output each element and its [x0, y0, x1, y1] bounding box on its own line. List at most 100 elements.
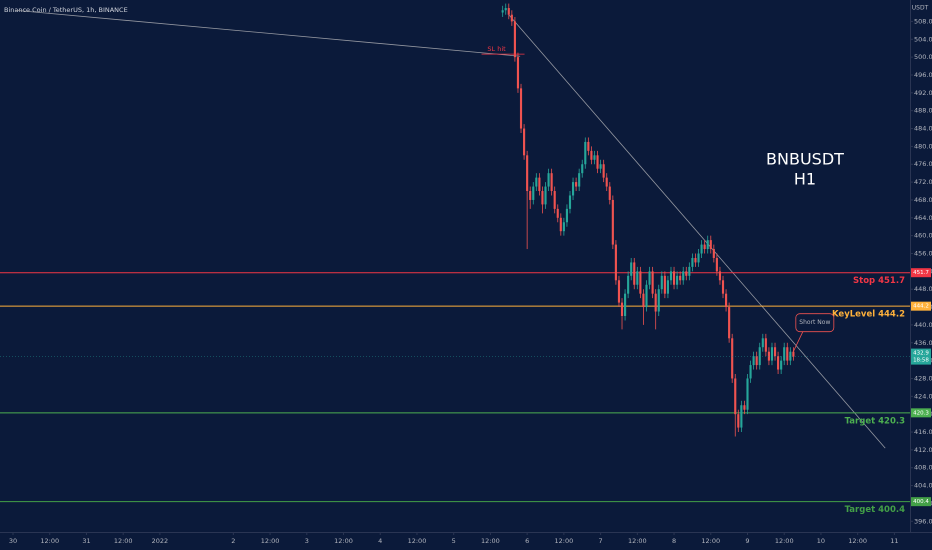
candle-body: [620, 302, 624, 316]
candle-body: [783, 347, 786, 361]
candle-body: [504, 8, 507, 11]
candle-body: [565, 208, 569, 223]
candle-body: [682, 271, 685, 281]
candle-body: [718, 271, 722, 281]
candle-body: [731, 338, 734, 379]
candle-body: [657, 289, 660, 312]
level-label: KeyLevel 444.2: [832, 310, 905, 320]
x-tick-label: 12:00: [628, 537, 647, 545]
y-tick-label: 472.0: [914, 178, 932, 186]
candle-body: [749, 365, 752, 379]
x-tick-label: 5: [452, 537, 456, 545]
candle-body: [773, 347, 777, 357]
x-tick-label: 12:00: [114, 537, 133, 545]
candle-body: [578, 173, 581, 187]
level-badge: [911, 408, 931, 418]
candle-body: [672, 271, 676, 285]
candle-body: [501, 10, 504, 13]
candle-body: [627, 275, 630, 294]
x-tick-label: 10: [817, 537, 825, 545]
candle-body: [553, 191, 556, 209]
candle-body: [523, 128, 526, 156]
candle-body: [676, 275, 679, 285]
candle-body: [541, 191, 544, 205]
candle-body: [608, 186, 611, 200]
y-tick-label: 460.0: [914, 232, 932, 240]
candle-body: [709, 240, 712, 250]
level-badge: [911, 268, 931, 278]
candle-body: [761, 338, 764, 348]
y-tick-label: 436.0: [914, 339, 932, 347]
level-label: Stop 451.7: [853, 276, 905, 286]
candle-body: [786, 347, 789, 361]
candle-body: [706, 240, 709, 250]
candle-body: [636, 271, 639, 285]
candle-body: [562, 222, 565, 232]
candle-body: [587, 141, 590, 151]
candle-body: [642, 293, 645, 308]
x-tick-label: 4: [378, 537, 382, 545]
x-tick-label: 3: [305, 537, 309, 545]
level-badge-label: 400.4: [913, 499, 929, 505]
candle-body: [755, 356, 758, 366]
candle-body: [715, 257, 718, 272]
candle-body: [526, 155, 529, 192]
candle-body: [648, 271, 651, 285]
y-tick-label: 396.0: [914, 517, 932, 525]
last-price-label: 432.9: [913, 351, 929, 357]
y-tick-label: 480.0: [914, 142, 932, 150]
candle-body: [547, 173, 550, 187]
y-tick-label: 500.0: [914, 53, 932, 61]
y-tick-label: 412.0: [914, 446, 932, 454]
level-badge: [911, 497, 931, 507]
candle-body: [624, 293, 627, 316]
x-tick-label: 12:00: [261, 537, 280, 545]
candle-body: [614, 244, 617, 281]
level-badge-label: 444.2: [913, 304, 929, 310]
candle-body: [556, 208, 559, 218]
candle-body: [712, 249, 715, 258]
trendline: [14, 9, 521, 57]
y-tick-label: 424.0: [914, 392, 932, 400]
candle-body: [544, 186, 547, 205]
x-tick-label: 12:00: [40, 537, 59, 545]
candle-body: [617, 280, 621, 303]
level-badge: [911, 301, 931, 311]
candle-body: [688, 266, 691, 276]
candle-body: [510, 14, 513, 22]
candle-body: [532, 186, 535, 200]
timeframe-label: H1: [794, 170, 816, 189]
candle-body: [746, 378, 749, 410]
y-tick-label: 492.0: [914, 89, 932, 97]
candle-body: [752, 356, 755, 366]
x-tick-label: 12:00: [848, 537, 867, 545]
level-label: Target 420.3: [845, 416, 905, 426]
chart-title: Binance Coin / TetherUS, 1h, BINANCE: [4, 6, 128, 14]
candle-body: [725, 293, 728, 308]
y-tick-label: 508.0: [914, 17, 932, 25]
candle-body: [599, 164, 602, 169]
candle-body: [581, 164, 584, 174]
candle-body: [691, 257, 694, 267]
callout-pointer: [792, 331, 804, 353]
candle-body: [593, 155, 596, 160]
level-label: Target 400.4: [845, 505, 905, 515]
candle-body: [703, 244, 706, 250]
candle-body: [550, 173, 553, 192]
x-tick-label: 12:00: [481, 537, 500, 545]
x-tick-label: 9: [745, 537, 749, 545]
candle-body: [654, 293, 657, 312]
candle-body: [694, 257, 697, 263]
candle-body: [633, 262, 636, 285]
last-price-badge: [911, 348, 931, 365]
candle-body: [669, 271, 673, 281]
candle-body: [519, 88, 523, 129]
level-badge-label: 451.7: [913, 270, 929, 276]
candle-body: [516, 57, 520, 89]
x-tick-label: 12:00: [408, 537, 427, 545]
candle-body: [728, 307, 731, 339]
candle-body: [584, 141, 587, 165]
x-tick-label: 7: [599, 537, 603, 545]
x-tick-label: 31: [82, 537, 90, 545]
candle-body: [651, 271, 654, 294]
